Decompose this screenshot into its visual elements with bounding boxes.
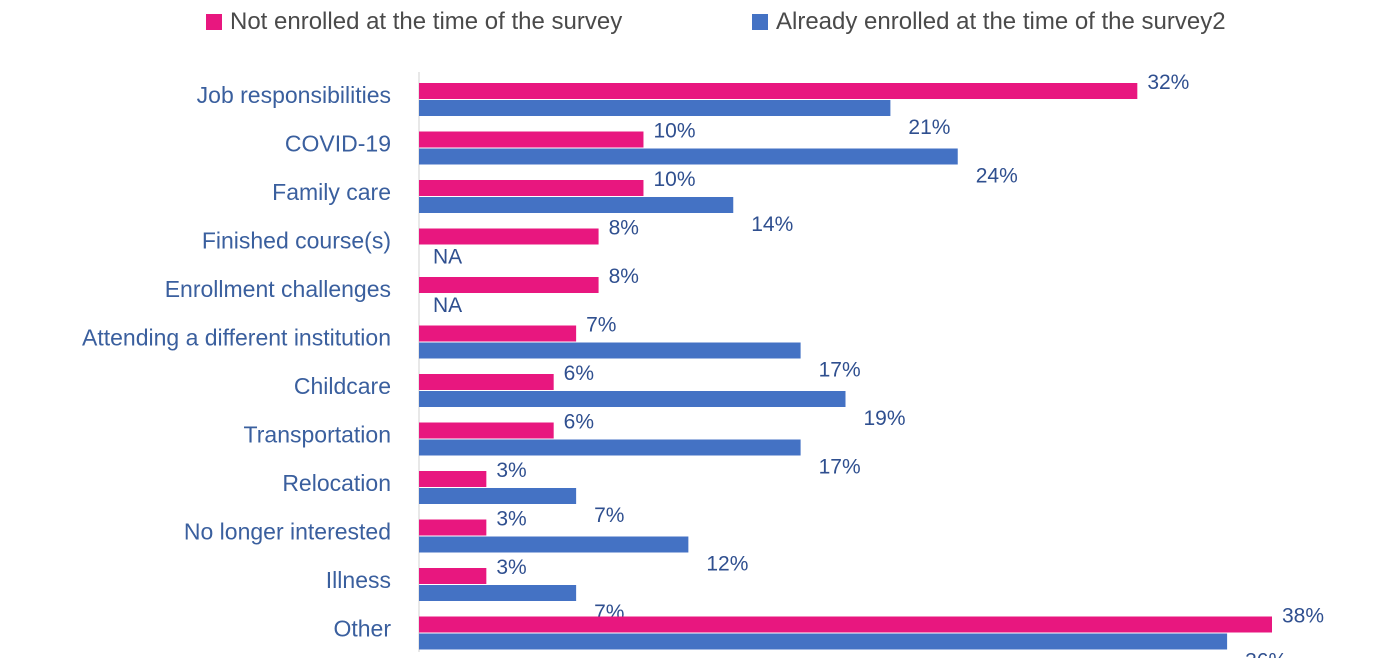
- data-label-already-enrolled: 14%: [751, 213, 793, 236]
- bar-not-enrolled: [419, 131, 644, 148]
- bar-already-enrolled: [419, 633, 1228, 650]
- data-label-already-enrolled: 21%: [908, 116, 950, 139]
- bar-already-enrolled: [419, 391, 846, 407]
- bar-not-enrolled: [419, 325, 577, 342]
- data-label-not-enrolled: 32%: [1147, 71, 1189, 94]
- data-label-not-enrolled: 3%: [496, 556, 526, 579]
- category-label: COVID-19: [285, 131, 391, 157]
- legend-item-not-enrolled: Not enrolled at the time of the survey: [206, 8, 622, 36]
- data-label-not-enrolled: 3%: [496, 459, 526, 482]
- bar-already-enrolled: [419, 488, 577, 504]
- data-label-not-enrolled: 6%: [564, 411, 594, 434]
- category-label: Enrollment challenges: [165, 276, 391, 302]
- bar-not-enrolled: [419, 568, 487, 584]
- bar-not-enrolled: [419, 228, 599, 245]
- category-label: Illness: [326, 567, 391, 593]
- data-label-not-enrolled: 7%: [586, 314, 616, 337]
- category-label: Childcare: [294, 373, 391, 399]
- bar-already-enrolled: [419, 148, 958, 165]
- data-label-already-enrolled: 7%: [594, 504, 624, 527]
- bar-not-enrolled: [419, 180, 644, 196]
- bar-not-enrolled: [419, 422, 554, 439]
- data-label-not-enrolled: 38%: [1282, 605, 1324, 628]
- category-label: Family care: [272, 179, 391, 205]
- bar-already-enrolled: [419, 197, 734, 213]
- bar-not-enrolled: [419, 471, 487, 487]
- data-label-already-enrolled: 36%: [1245, 650, 1287, 658]
- legend-label-not-enrolled: Not enrolled at the time of the survey: [230, 8, 623, 35]
- data-label-already-enrolled: 19%: [864, 407, 906, 430]
- category-label: Attending a different institution: [82, 325, 391, 351]
- bar-already-enrolled: [419, 342, 801, 359]
- data-label-not-enrolled: 6%: [564, 362, 594, 385]
- legend-item-already-enrolled: Already enrolled at the time of the surv…: [752, 8, 1226, 36]
- bar-not-enrolled: [419, 519, 487, 536]
- category-label: Other: [333, 616, 391, 642]
- data-label-already-enrolled: 17%: [819, 359, 861, 382]
- bar-not-enrolled: [419, 277, 599, 293]
- legend-swatch-not-enrolled: [206, 14, 222, 30]
- data-label-already-enrolled: NA: [433, 294, 462, 317]
- legend-label-already-enrolled: Already enrolled at the time of the surv…: [776, 8, 1226, 35]
- bar-already-enrolled: [419, 585, 577, 601]
- data-label-not-enrolled: 10%: [653, 168, 695, 191]
- data-label-already-enrolled: 12%: [706, 553, 748, 576]
- bar-not-enrolled: [419, 83, 1138, 99]
- data-label-not-enrolled: 8%: [609, 265, 639, 288]
- bar-already-enrolled: [419, 536, 689, 553]
- data-label-already-enrolled: 17%: [819, 456, 861, 479]
- legend-swatch-already-enrolled: [752, 14, 768, 30]
- bar-not-enrolled: [419, 616, 1272, 633]
- data-label-not-enrolled: 10%: [653, 120, 695, 143]
- category-label: Relocation: [282, 470, 391, 496]
- data-label-already-enrolled: 24%: [976, 165, 1018, 188]
- bar-not-enrolled: [419, 374, 554, 390]
- category-label: No longer interested: [184, 519, 391, 545]
- data-label-already-enrolled: NA: [433, 246, 462, 269]
- legend: Not enrolled at the time of the survey A…: [0, 8, 1391, 48]
- category-label: Finished course(s): [202, 228, 391, 254]
- bar-already-enrolled: [419, 439, 801, 456]
- bar-already-enrolled: [419, 100, 891, 116]
- data-label-not-enrolled: 8%: [609, 217, 639, 240]
- category-label: Job responsibilities: [197, 82, 391, 108]
- category-label: Transportation: [244, 422, 391, 448]
- data-label-not-enrolled: 3%: [496, 508, 526, 531]
